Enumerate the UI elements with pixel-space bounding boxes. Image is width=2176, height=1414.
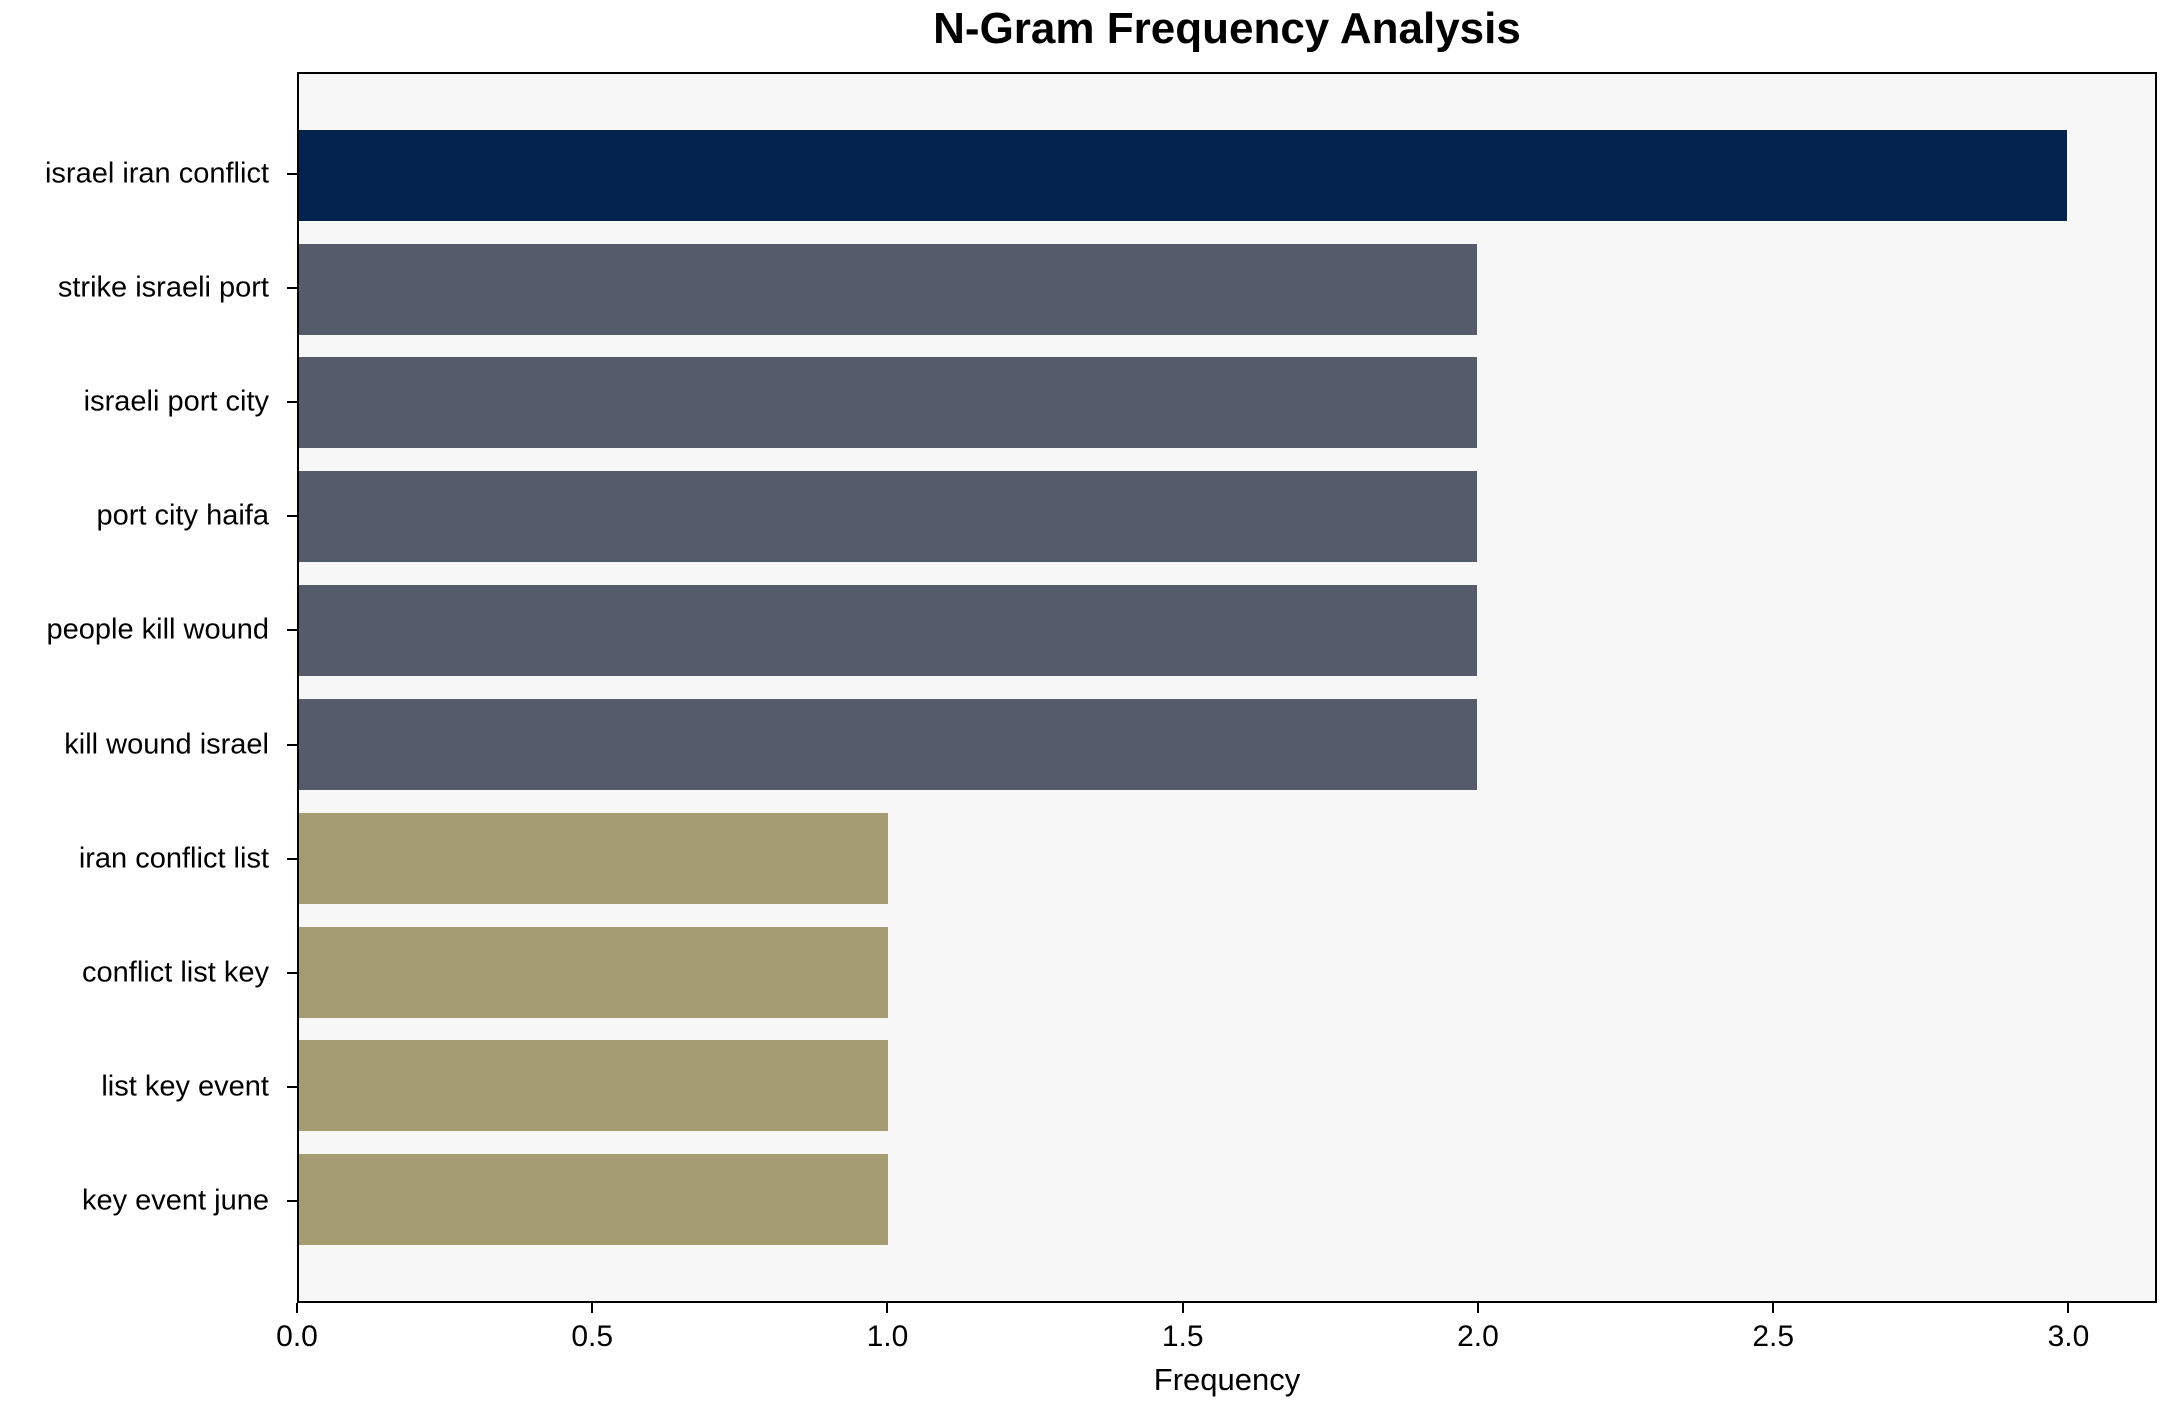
- y-tick-mark: [287, 401, 297, 404]
- y-tick-mark: [287, 971, 297, 974]
- y-tick-mark: [287, 857, 297, 860]
- x-tick-label: 2.0: [1457, 1320, 1499, 1353]
- x-tick-mark: [886, 1303, 889, 1313]
- y-tick-mark: [287, 1086, 297, 1089]
- x-tick-mark: [1476, 1303, 1479, 1313]
- y-tick-label: strike israeli port: [57, 271, 269, 304]
- x-tick-mark: [591, 1303, 594, 1313]
- x-axis-tick-labels: 0.0 0.5 1.0 1.5 2.0 2.5 3.0: [276, 1320, 2157, 1356]
- x-tick-mark: [2067, 1303, 2070, 1313]
- bar: [299, 926, 889, 1018]
- x-tick-label: 0.5: [571, 1320, 614, 1353]
- y-tick-label: list key event: [101, 1070, 269, 1103]
- y-tick-label: iran conflict list: [78, 842, 269, 875]
- chart-title: N-Gram Frequency Analysis: [933, 4, 1521, 53]
- bar: [299, 243, 1478, 335]
- bar: [299, 357, 1478, 449]
- x-tick-mark: [296, 1303, 298, 1313]
- x-tick-label: 3.0: [2047, 1320, 2090, 1353]
- y-tick-label: people kill wound: [46, 613, 269, 646]
- y-axis-tick-labels: israel iran conflict strike israeli port i…: [0, 72, 277, 1303]
- y-tick-mark: [287, 515, 297, 518]
- y-tick-mark: [287, 629, 297, 632]
- y-tick-label: port city haifa: [96, 499, 269, 532]
- y-tick-label: kill wound israel: [64, 728, 269, 761]
- bar: [299, 129, 2067, 221]
- bar: [299, 1040, 889, 1132]
- x-tick-label: 1.0: [866, 1320, 909, 1353]
- x-tick-label: 0.0: [276, 1320, 318, 1353]
- x-tick-label: 2.5: [1752, 1320, 1795, 1353]
- bar: [299, 585, 1478, 677]
- bar: [299, 698, 1478, 790]
- y-tick-mark: [287, 743, 297, 746]
- y-tick-label: key event june: [81, 1184, 269, 1217]
- bar: [299, 471, 1478, 563]
- y-axis-tick-marks: [287, 72, 297, 1303]
- y-tick-mark: [287, 286, 297, 289]
- x-axis-tick-marks: [296, 1303, 2157, 1315]
- y-tick-label: israeli port city: [83, 385, 269, 418]
- bar: [299, 1154, 889, 1246]
- x-axis-label: Frequency: [1153, 1362, 1301, 1397]
- bar: [299, 812, 889, 904]
- y-tick-label: conflict list key: [82, 956, 269, 989]
- y-tick-mark: [287, 172, 297, 175]
- plot-area: [297, 72, 2157, 1303]
- y-tick-label: israel iran conflict: [44, 157, 269, 190]
- x-tick-mark: [1772, 1303, 1775, 1313]
- x-tick-mark: [1181, 1303, 1184, 1313]
- y-tick-mark: [287, 1200, 297, 1203]
- x-tick-label: 1.5: [1161, 1320, 1204, 1353]
